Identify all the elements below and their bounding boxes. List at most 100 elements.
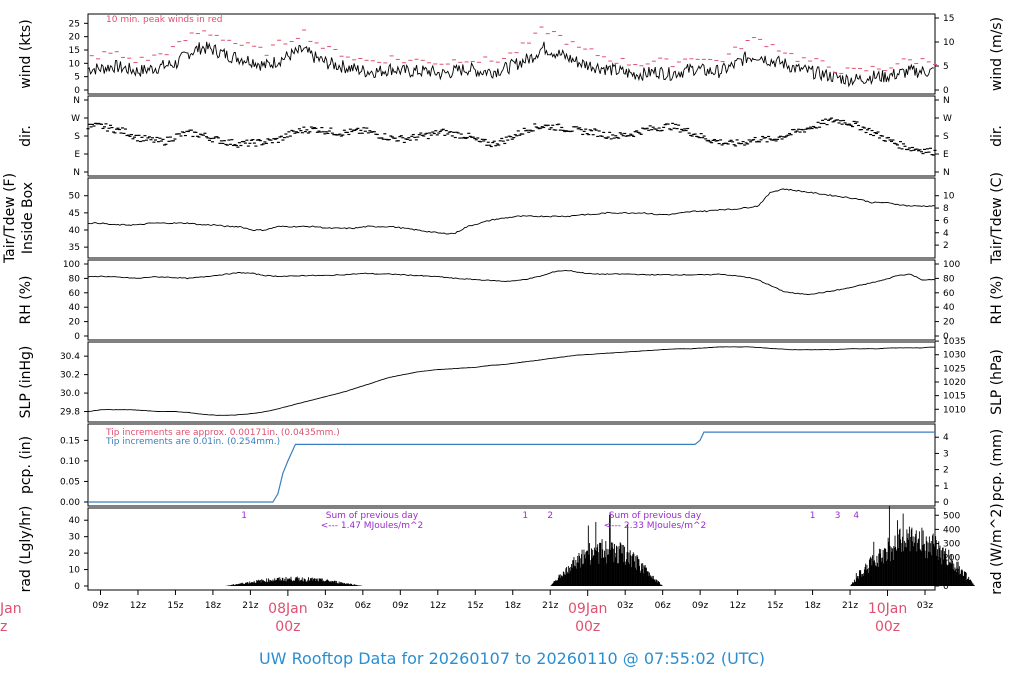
slp-y2tick-label: 1015	[943, 392, 966, 402]
x-tick-label: 12z	[730, 601, 746, 611]
slp-ytick-label: 29.8	[60, 408, 80, 418]
pcp-ytick-label: 0.15	[60, 436, 80, 446]
x-tick-label: 12z	[430, 601, 446, 611]
slp-y2tick-label: 1010	[943, 405, 966, 415]
slp-y2tick-label: 1030	[943, 351, 966, 361]
rad-sum2-line1: Sum of previous day	[609, 511, 702, 521]
rh-y2tick-label: 100	[943, 260, 960, 270]
rad-ytick-label: 20	[69, 549, 81, 559]
slp-y2tick-label: 1035	[943, 337, 966, 347]
rh-ytick-label: 100	[63, 260, 80, 270]
slp-ytick-label: 30.0	[60, 389, 80, 399]
temp-ytick-label: 50	[69, 192, 81, 202]
temp-ylabel-2: Inside Box	[20, 182, 36, 254]
dir-y2label: dir.	[989, 125, 1005, 147]
x-date-bottom: 00z	[275, 619, 300, 635]
slp-ytick-label: 30.2	[60, 371, 80, 381]
pcp-y2tick-label: 3	[943, 449, 949, 459]
rad-sum2-line2: <--- 2.33 MJoules/m^2	[604, 521, 706, 531]
rad-frame	[87, 507, 936, 591]
x-tick-label: 15z	[767, 601, 783, 611]
dir-y2tick-label: S	[943, 132, 949, 142]
slp-line	[87, 346, 936, 416]
slp-frame	[87, 341, 936, 423]
rad-day-marker: 1	[522, 511, 528, 521]
temp-y2tick-label: 8	[943, 204, 949, 214]
x-tick-label: 03z	[617, 601, 633, 611]
rad-day-marker: 1	[810, 511, 816, 521]
x-tick-label: 03z	[917, 601, 933, 611]
x-tick-label: 15z	[167, 601, 183, 611]
dir-ylabel: dir.	[18, 125, 34, 147]
wind-frame	[87, 13, 936, 95]
pcp-y2tick-label: 0	[943, 498, 949, 508]
x-tick-label: 15z	[467, 601, 483, 611]
rad-day-marker: 2	[547, 511, 553, 521]
dir-ytick-label: S	[74, 132, 80, 142]
rh-y2tick-label: 80	[943, 274, 955, 284]
x-tick-label: 09z	[392, 601, 408, 611]
dir-y2tick-label: N	[943, 96, 950, 106]
rh-y2tick-label: 20	[943, 318, 955, 328]
temp-frame	[87, 177, 936, 259]
rad-y2label: rad (W/m^2)	[989, 503, 1005, 594]
pcp-y2tick-label: 2	[943, 466, 949, 476]
dir-y2tick-label: N	[943, 168, 950, 178]
x-date-bottom: 00z	[875, 619, 900, 635]
temp-ytick-label: 35	[69, 243, 80, 253]
x-tick-label: 18z	[804, 601, 820, 611]
dir-y2tick-label: E	[943, 150, 949, 160]
pcp-y2tick-label: 1	[943, 482, 949, 492]
x-tick-label: 21z	[842, 601, 858, 611]
slp-y2label: SLP (hPa)	[989, 349, 1005, 415]
wind-ytick-label: 25	[69, 19, 80, 29]
x-tick-label: 03z	[317, 601, 333, 611]
rad-sum1-line2: <--- 1.47 MJoules/m^2	[321, 521, 423, 531]
wind-ytick-label: 5	[74, 73, 80, 83]
rh-y2label: RH (%)	[989, 276, 1005, 325]
x-tick-label: 18z	[505, 601, 521, 611]
rh-frame	[87, 259, 936, 341]
wind-ylabel: wind (kts)	[18, 19, 34, 88]
slp-y2tick-label: 1020	[943, 378, 966, 388]
pcp-line	[88, 431, 935, 503]
slp-ytick-label: 30.4	[60, 352, 80, 362]
wind-line	[87, 41, 934, 88]
rad-day-marker: 3	[835, 511, 841, 521]
temp-y2label: Tair/Tdew (C)	[989, 172, 1005, 265]
x-date-top: 09Jan	[568, 601, 607, 617]
pcp-y2label: pcp. (mm)	[989, 429, 1005, 502]
temp-ytick-label: 40	[69, 226, 81, 236]
wind-y2tick-label: 10	[943, 38, 955, 48]
wind-y2tick-label: 5	[943, 62, 949, 72]
x-tick-label: 21z	[242, 601, 258, 611]
pcp-note-approx: Tip increments are approx. 0.00171in. (0…	[105, 428, 340, 438]
rh-line	[87, 269, 936, 295]
wind-y2tick-label: 15	[943, 14, 954, 24]
rad-y2tick-label: 0	[943, 582, 949, 592]
x-date-top: 08Jan	[268, 601, 307, 617]
rh-y2tick-label: 60	[943, 289, 955, 299]
rad-ytick-label: 10	[69, 566, 81, 576]
x-date-left-top: Jan	[0, 601, 22, 617]
pcp-ytick-label: 0.05	[60, 477, 80, 487]
x-tick-label: 21z	[542, 601, 558, 611]
rh-y2tick-label: 0	[943, 332, 949, 342]
pcp-ytick-label: 0.00	[60, 498, 80, 508]
pcp-y2tick-label: 4	[943, 433, 949, 443]
wind-ytick-label: 15	[69, 46, 80, 56]
wind-annotation: 10 min. peak winds in red	[106, 15, 223, 25]
rad-ylabel: rad (Lgly/hr)	[18, 506, 34, 593]
slp-y2tick-label: 1025	[943, 364, 966, 374]
rh-ytick-label: 40	[69, 303, 81, 313]
rh-y2tick-label: 40	[943, 303, 955, 313]
x-date-left-bottom: z	[0, 619, 7, 635]
rad-ytick-label: 30	[69, 533, 81, 543]
rad-sum1-line1: Sum of previous day	[326, 511, 419, 521]
x-date-bottom: 00z	[575, 619, 600, 635]
rad-ytick-label: 0	[74, 582, 80, 592]
x-tick-label: 12z	[130, 601, 146, 611]
rh-ytick-label: 80	[69, 274, 81, 284]
rad-y2tick-label: 400	[943, 525, 960, 535]
